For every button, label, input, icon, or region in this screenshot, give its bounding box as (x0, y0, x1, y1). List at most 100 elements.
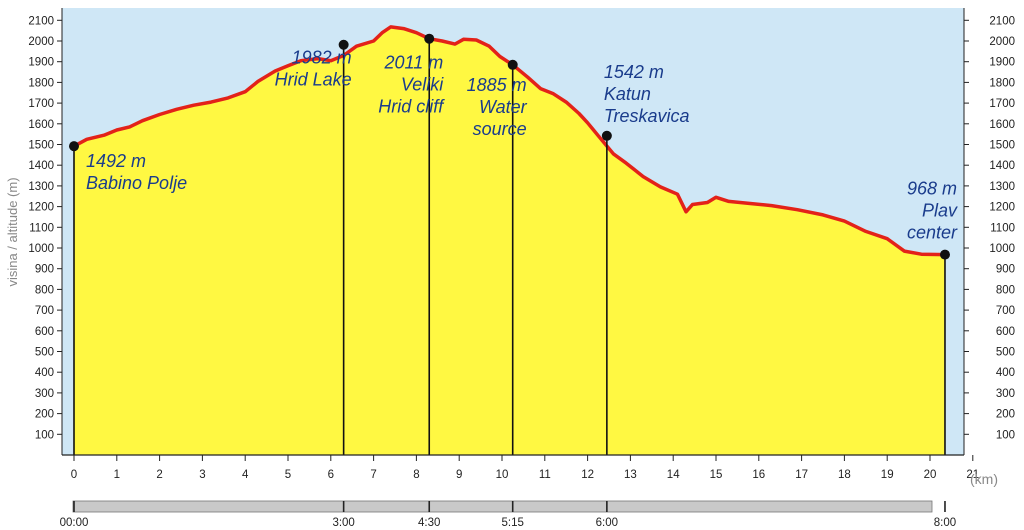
time-bar (72, 500, 933, 513)
x-tick-label: 0 (71, 469, 77, 481)
marker-point (424, 33, 435, 44)
marker-point (939, 249, 950, 260)
y-tick-label: 100 (35, 429, 54, 441)
time-label: 5:15 (502, 517, 524, 529)
x-tick-label: 20 (924, 469, 937, 481)
y-tick-label: 1600 (28, 119, 54, 131)
y-tick-label: 1100 (29, 222, 54, 234)
x-tick-label: 9 (456, 469, 462, 481)
annotation-label: center (907, 223, 958, 243)
annotation-label: Babino Polje (86, 173, 187, 193)
x-tick-label: 19 (881, 469, 894, 481)
time-label: 00:00 (60, 517, 89, 529)
time-label: 8:00 (934, 517, 956, 529)
x-tick-label: 17 (795, 469, 808, 481)
y-tick-label: 1200 (28, 202, 54, 214)
y-tick-label: 2000 (28, 36, 54, 48)
annotation-label: Veliki (401, 75, 444, 95)
y-tick-label: 1300 (28, 181, 54, 193)
x-tick-label: 14 (667, 469, 680, 481)
annotation-label: Treskavica (604, 106, 690, 126)
x-tick-label: 5 (285, 469, 291, 481)
y-tick-label: 1400 (28, 160, 54, 172)
y-tick-label: 300 (35, 388, 54, 400)
y-axis-title: visina / altitude (m) (5, 177, 20, 286)
y-tick-label-right: 500 (996, 347, 1015, 359)
marker-point (69, 141, 79, 152)
y-tick-label-right: 1400 (989, 160, 1015, 172)
marker-point (601, 130, 612, 141)
x-tick-label: 16 (752, 469, 765, 481)
y-tick-label: 200 (35, 409, 54, 421)
y-tick-label: 1500 (28, 140, 54, 152)
annotation-label: Plav (922, 201, 958, 221)
y-tick-label: 900 (35, 264, 54, 276)
x-tick-label: 8 (413, 469, 419, 481)
x-tick-label: 18 (838, 469, 851, 481)
y-tick-label-right: 1300 (989, 181, 1015, 193)
y-tick-label: 500 (35, 347, 54, 359)
y-tick-label: 1000 (28, 243, 54, 255)
y-tick-label: 1900 (28, 57, 54, 69)
y-tick-label: 1700 (28, 98, 54, 110)
time-label: 6:00 (596, 517, 618, 529)
y-tick-label-right: 1500 (989, 140, 1015, 152)
y-tick-label: 400 (35, 367, 54, 379)
annotation-label: source (473, 119, 527, 139)
annotation-label: 1982 m (292, 48, 352, 68)
x-tick-label: 3 (199, 469, 205, 481)
y-tick-label-right: 100 (996, 429, 1015, 441)
annotation-label: Katun (604, 84, 651, 104)
y-tick-label-right: 1100 (990, 222, 1015, 234)
y-tick-label: 800 (35, 284, 54, 296)
x-tick-label: 10 (496, 469, 509, 481)
elevation-line (73, 25, 946, 257)
annotation-label: Hrid cliff (378, 97, 445, 117)
time-label: 4:30 (418, 517, 440, 529)
y-tick-label-right: 700 (996, 305, 1015, 317)
y-axis-right-ticks: 100 200 300 400 500 600 700 800 900 1000 1100 1200 1… (964, 15, 1015, 441)
annotation-label: Hrid Lake (275, 70, 352, 90)
x-tick-label: 12 (581, 469, 594, 481)
y-tick-label: 2100 (28, 15, 54, 27)
annotation-label: 1542 m (604, 62, 664, 82)
x-tick-label: 21 (966, 469, 979, 481)
y-tick-label-right: 1700 (989, 98, 1015, 110)
y-tick-label-right: 1000 (989, 243, 1015, 255)
elevation-area (74, 26, 945, 456)
annotation-label: 2011 m (384, 53, 444, 73)
y-tick-label-right: 2100 (989, 15, 1015, 27)
x-axis-ticks: 0 1 2 3 4 5 6 7 8 9 10 11 12 13 14 15 16 17 18 19 20 21 (71, 455, 979, 481)
x-tick-label: 1 (114, 469, 120, 481)
y-tick-label: 600 (35, 326, 54, 338)
x-tick-label: 7 (370, 469, 376, 481)
x-tick-label: 4 (242, 469, 249, 481)
y-tick-label-right: 200 (996, 409, 1015, 421)
y-tick-label-right: 1600 (989, 119, 1015, 131)
y-tick-label-right: 1900 (989, 57, 1015, 69)
y-tick-label-right: 600 (996, 326, 1015, 338)
y-tick-label-right: 1200 (989, 202, 1015, 214)
x-tick-label: 13 (624, 469, 637, 481)
y-tick-label-right: 900 (996, 264, 1015, 276)
marker-point (507, 59, 518, 70)
y-tick-label: 1800 (28, 77, 54, 89)
annotation-label: Water (479, 97, 528, 117)
y-tick-label-right: 300 (996, 388, 1015, 400)
y-tick-label-right: 800 (996, 284, 1015, 296)
x-tick-label: 6 (328, 469, 334, 481)
annotation-label: 1885 m (467, 75, 527, 95)
y-tick-label-right: 2000 (989, 36, 1015, 48)
marker-point (338, 39, 349, 50)
x-tick-label: 2 (156, 469, 162, 481)
time-label: 3:00 (332, 517, 354, 529)
annotation-label: 1492 m (86, 151, 146, 171)
x-tick-label: 15 (710, 469, 723, 481)
y-axis-left-ticks: 100 200 300 400 500 600 700 800 900 1000 1100 1200 1… (28, 15, 62, 441)
annotation-label: 968 m (907, 179, 957, 199)
time-axis: 00:00 3:00 4:30 5:15 6:00 8:00 (60, 501, 956, 529)
y-tick-label-right: 1800 (989, 77, 1015, 89)
y-tick-label: 700 (35, 305, 54, 317)
